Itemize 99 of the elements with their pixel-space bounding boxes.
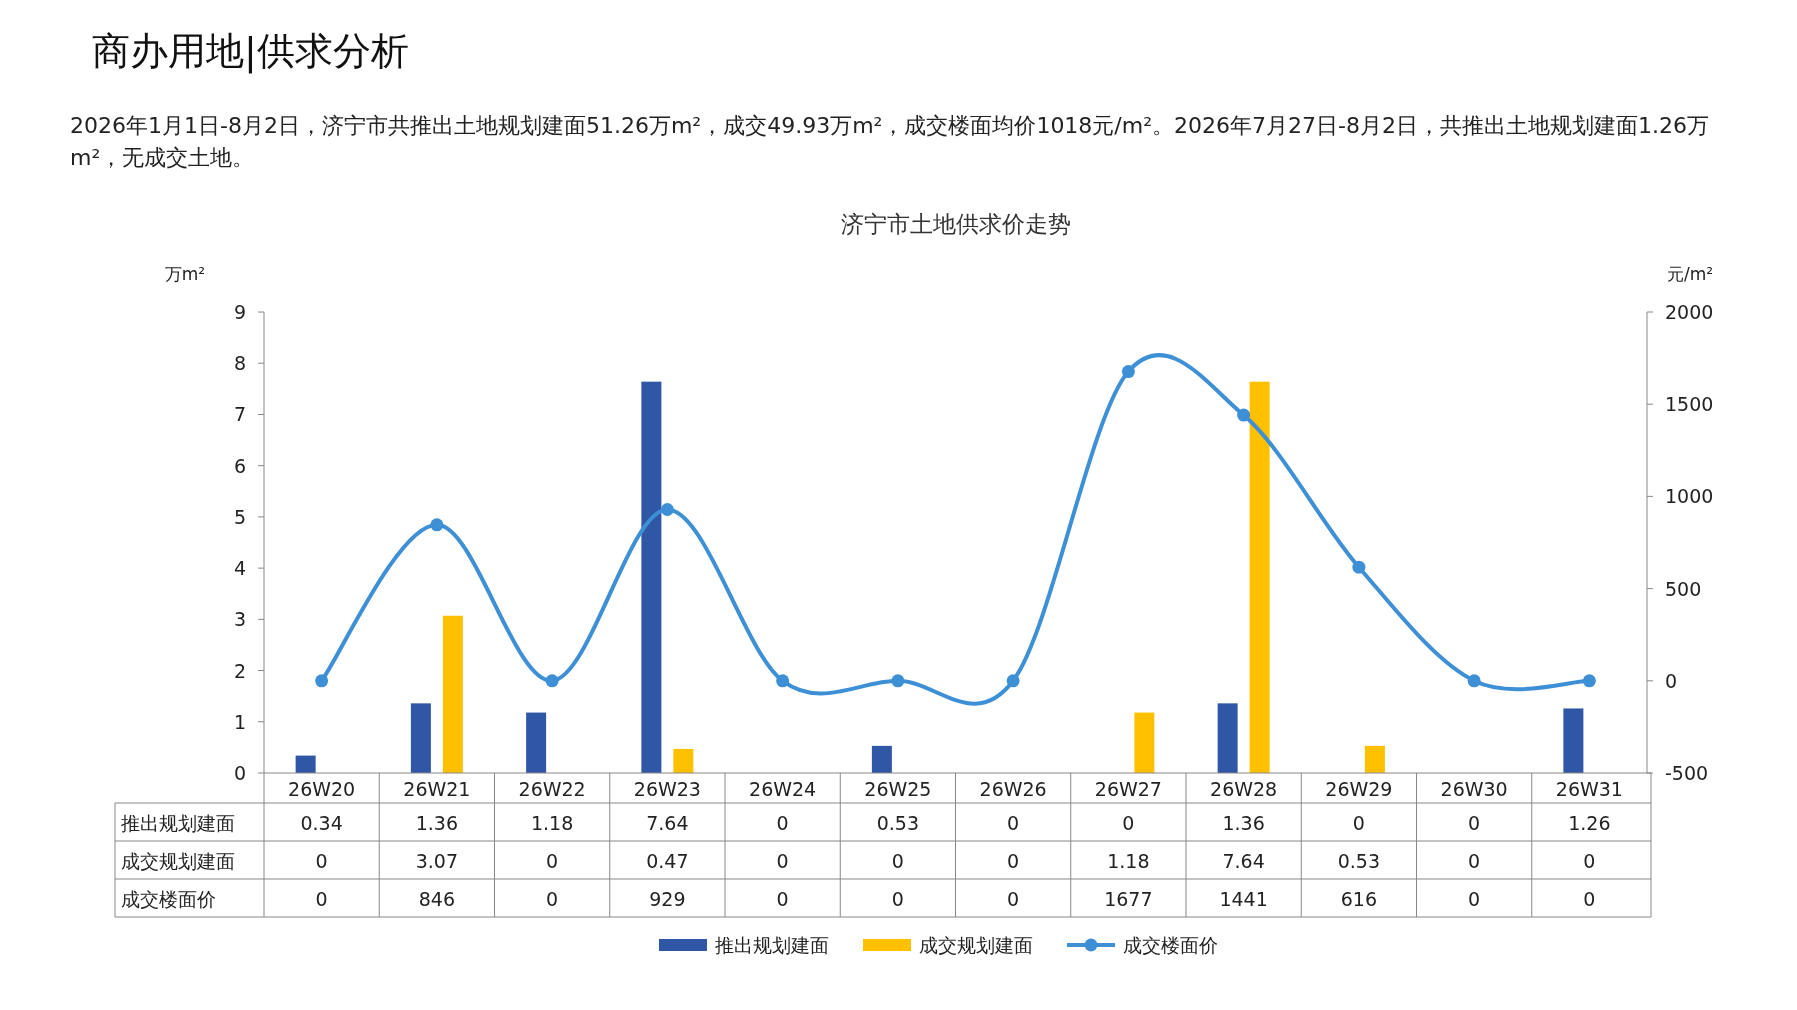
x-tick-label: 26W28 <box>1210 778 1278 800</box>
bar <box>442 615 463 773</box>
data-label: 0 <box>1583 850 1596 872</box>
point <box>1121 365 1135 379</box>
bar <box>526 712 547 773</box>
data-label: 929 <box>649 888 686 910</box>
data-label: 1677 <box>1104 888 1153 910</box>
data-label: 0 <box>546 888 559 910</box>
bar <box>1134 712 1155 773</box>
data-label: 616 <box>1340 888 1378 910</box>
data-label: 7.64 <box>646 812 689 834</box>
bar <box>1364 745 1385 773</box>
data-label: 1441 <box>1219 888 1268 910</box>
x-tick-label: 26W29 <box>1325 778 1393 800</box>
y-axis-title: 万m² <box>164 264 206 284</box>
data-label: 1.18 <box>530 812 574 834</box>
data-label: 0 <box>546 850 559 872</box>
point <box>776 674 790 688</box>
bar <box>410 703 431 773</box>
data-label: 0 <box>1122 812 1135 834</box>
data-label: 0 <box>1352 812 1365 834</box>
data-label: 7.64 <box>1222 850 1265 872</box>
data-label: 0.53 <box>876 812 920 834</box>
legend-label: 成交规划建面 <box>919 934 1033 956</box>
data-label: 846 <box>418 888 456 910</box>
text: 成交楼面价 <box>121 888 216 910</box>
data-label: 0.34 <box>300 812 343 834</box>
data-label: 1.18 <box>1107 850 1150 872</box>
bar <box>871 745 892 773</box>
point <box>545 674 559 688</box>
y2-tick-label: 1000 <box>1665 485 1714 508</box>
data-label: 0 <box>776 812 789 834</box>
point <box>1237 408 1251 422</box>
point <box>891 674 905 688</box>
point <box>1582 674 1596 688</box>
data-label: 0 <box>315 850 328 872</box>
y-tick-label: 7 <box>233 403 246 426</box>
text: 2026年1月1日-8月2日，济宁市共推出土地规划建面51.26万m²，成交49.93万m²，成交楼面均价1018元/m²。2026年7月27日-8月2日，共推出土地规划建面1.26万m²，无成交土地。 <box>70 112 1710 172</box>
point <box>315 674 329 688</box>
point <box>660 502 674 516</box>
bar <box>295 755 316 773</box>
y-tick-label: 6 <box>233 454 246 477</box>
y2-axis-title: 元/m² <box>1666 264 1714 284</box>
text: 商办用地|供求分析 <box>92 29 409 74</box>
data-label: 0.47 <box>646 850 689 872</box>
y2-tick-label: 0 <box>1665 669 1678 692</box>
data-label: 1.26 <box>1568 812 1611 834</box>
x-tick-label: 26W27 <box>1094 778 1162 800</box>
y-tick-label: 1 <box>233 710 246 733</box>
data-label: 0 <box>1468 850 1481 872</box>
bar <box>1249 381 1270 773</box>
data-label: 0 <box>776 888 789 910</box>
data-label: 0 <box>1007 888 1020 910</box>
y-tick-label: 5 <box>233 505 246 528</box>
chart-title: 济宁市土地供求价走势 <box>840 211 1071 237</box>
x-tick-label: 26W31 <box>1555 778 1623 800</box>
x-tick-label: 26W20 <box>288 778 356 800</box>
bar <box>673 748 694 773</box>
data-label: 3.07 <box>415 850 459 872</box>
data-label: 0 <box>1468 888 1481 910</box>
x-tick-label: 26W25 <box>864 778 932 800</box>
data-label: 1.36 <box>415 812 459 834</box>
data-label: 1.36 <box>1222 812 1265 834</box>
x-tick-label: 26W23 <box>633 778 701 800</box>
data-label: 0 <box>891 850 904 872</box>
data-label: 0.53 <box>1337 850 1381 872</box>
data-label: 0 <box>776 850 789 872</box>
point <box>1006 674 1020 688</box>
y2-tick-label: -500 <box>1665 762 1709 784</box>
y-tick-label: 9 <box>233 301 246 323</box>
x-tick-label: 26W21 <box>403 778 471 800</box>
y-tick-label: 3 <box>233 608 246 631</box>
data-label: 0 <box>1007 850 1020 872</box>
point <box>1467 674 1481 688</box>
data-label: 0 <box>1007 812 1020 834</box>
legend-label: 成交楼面价 <box>1123 934 1218 956</box>
x-tick-label: 26W30 <box>1440 778 1508 800</box>
y-tick-label: 4 <box>233 557 246 580</box>
bar <box>1217 703 1238 773</box>
x-tick-label: 26W22 <box>518 778 586 800</box>
y-tick-label: 2 <box>233 659 246 682</box>
x-tick-label: 26W26 <box>979 778 1047 800</box>
y-tick-label: 0 <box>233 762 246 784</box>
point <box>1352 560 1366 574</box>
bar <box>1563 708 1584 773</box>
text: 成交规划建面 <box>121 850 235 872</box>
data-label: 0 <box>1468 812 1481 834</box>
bar <box>641 381 662 773</box>
x-tick-label: 26W24 <box>749 778 817 800</box>
legend-label: 推出规划建面 <box>715 934 829 956</box>
y-tick-label: 8 <box>233 352 246 375</box>
text: 推出规划建面 <box>121 812 235 834</box>
data-label: 0 <box>1583 888 1596 910</box>
y2-tick-label: 2000 <box>1665 301 1714 323</box>
point <box>430 518 444 532</box>
data-label: 0 <box>315 888 328 910</box>
y2-tick-label: 500 <box>1665 577 1702 600</box>
data-label: 0 <box>891 888 904 910</box>
y2-tick-label: 1500 <box>1665 393 1714 416</box>
